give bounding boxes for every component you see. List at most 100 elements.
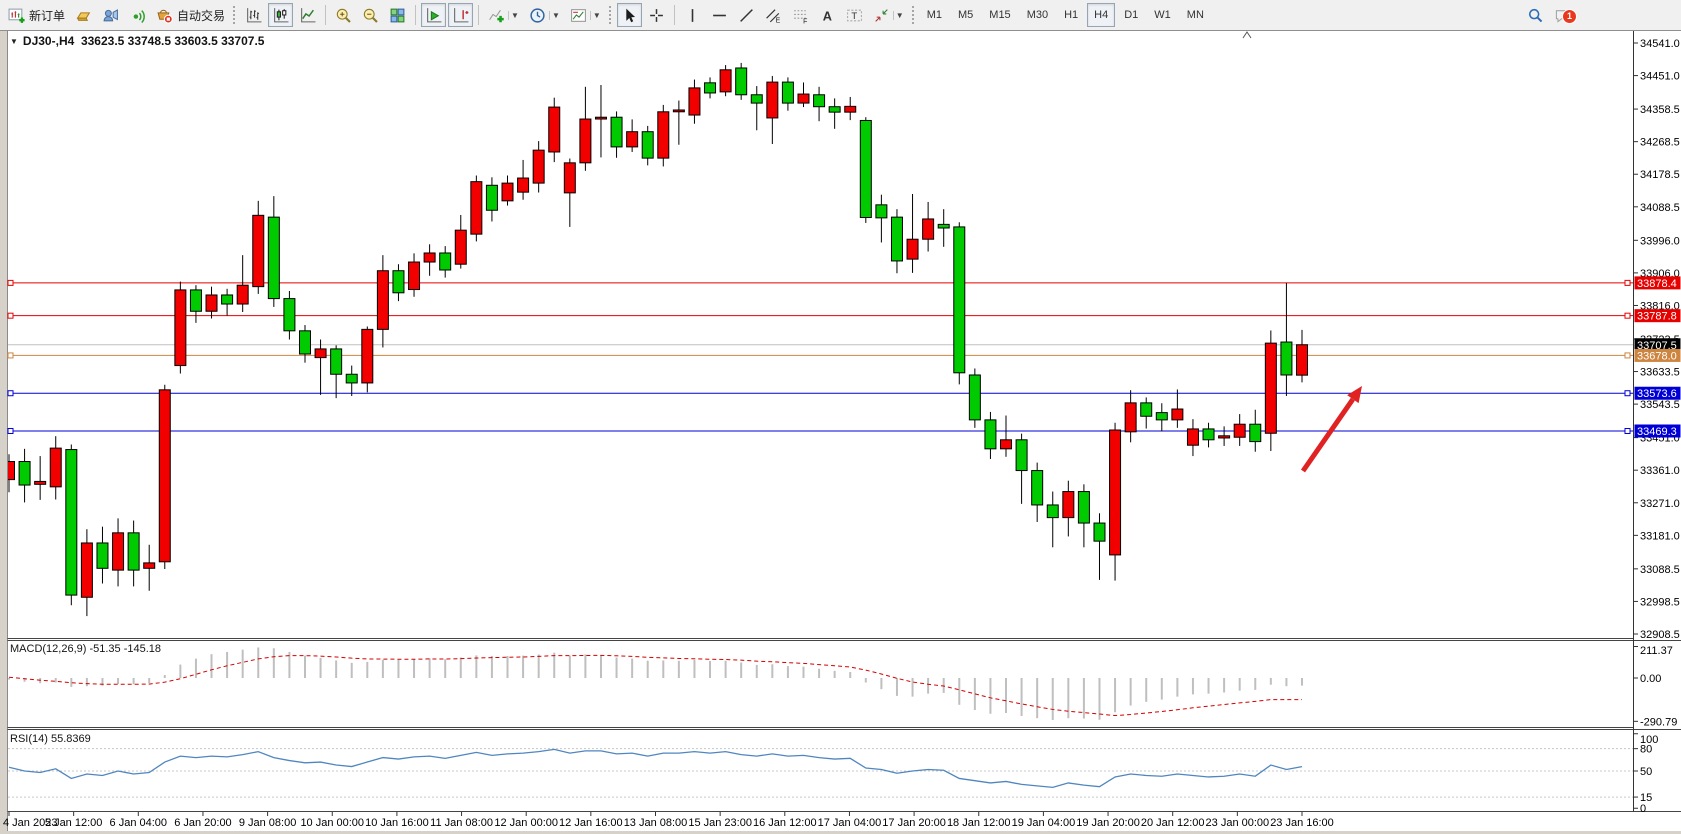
tf-m30-button[interactable]: M30: [1020, 3, 1055, 27]
svg-text:33573.6: 33573.6: [1637, 388, 1677, 400]
data-window-button[interactable]: [98, 3, 123, 27]
label-icon: T: [846, 9, 862, 22]
market-watch-button[interactable]: [71, 3, 96, 27]
arrows-button[interactable]: ▼: [869, 3, 908, 27]
tf-w1-button[interactable]: W1: [1147, 3, 1178, 27]
svg-text:33678.0: 33678.0: [1637, 350, 1677, 362]
svg-text:34358.5: 34358.5: [1640, 104, 1680, 116]
indicators-button[interactable]: ▼: [484, 3, 523, 27]
tf-w1-button-label: W1: [1154, 9, 1171, 21]
hline-33469.3[interactable]: [7, 427, 1633, 434]
tile-windows-button[interactable]: [385, 3, 410, 27]
svg-text:33878.4: 33878.4: [1637, 278, 1677, 290]
chart-ohlc-text: DJ30-,H4 33623.5 33748.5 33603.5 33707.5: [22, 34, 265, 48]
line-anchor-handle[interactable]: [7, 312, 14, 319]
auto-scroll-button[interactable]: [421, 3, 447, 27]
hline-33787.8[interactable]: [7, 312, 1633, 319]
svg-text:13 Jan 08:00: 13 Jan 08:00: [624, 817, 688, 829]
channel-icon: E: [765, 8, 780, 24]
line-chart-button[interactable]: [295, 3, 320, 27]
autotrading-button[interactable]: 自动交易: [152, 3, 229, 27]
periods-button[interactable]: ▼: [525, 3, 564, 27]
chat-button[interactable]: 1: [1550, 4, 1577, 28]
equidistant-channel-button[interactable]: E: [761, 3, 786, 27]
price-axis: 34541.0 34451.0 34358.5 34268.5 34178.5 34088…: [1633, 38, 1681, 815]
chart-window[interactable]: 34541.0 34451.0 34358.5 34268.5 34178.5 34088…: [0, 31, 1681, 834]
tf-h4-button[interactable]: H4: [1087, 3, 1116, 27]
svg-text:34541.0: 34541.0: [1640, 38, 1680, 50]
toolbar-separator: [478, 5, 480, 25]
hline-button[interactable]: [707, 3, 732, 27]
svg-text:34178.5: 34178.5: [1640, 169, 1680, 181]
svg-text:A: A: [823, 8, 832, 23]
main-toolbar: 新订单 自动交易 ▼ ▼ ▼ E F A T ▼ M1 M5 M15 M30 H1 H4 D1 W1 MN 1: [0, 0, 1681, 31]
dropdown-arrow-icon[interactable]: ▼: [892, 10, 904, 20]
templates-icon: [570, 8, 586, 22]
tf-m15-button[interactable]: M15: [982, 3, 1017, 27]
trendline-button[interactable]: [734, 3, 759, 27]
chart-title: ▼ DJ30-,H4 33623.5 33748.5 33603.5 33707.…: [10, 34, 264, 48]
tf-mn-button[interactable]: MN: [1180, 3, 1211, 27]
trendline-icon: [739, 8, 753, 22]
svg-text:33361.0: 33361.0: [1640, 465, 1680, 477]
price-chip-33707.5: 33707.5: [1634, 338, 1681, 352]
scroll-end-marker-icon: [1242, 31, 1252, 39]
svg-text:100: 100: [1640, 734, 1658, 746]
line-anchor-handle[interactable]: [7, 427, 14, 434]
trend-arrow-annotation[interactable]: [1300, 386, 1362, 473]
candles-chart-button[interactable]: [268, 3, 294, 27]
new-order-button[interactable]: 新订单: [4, 3, 69, 27]
templates-button[interactable]: ▼: [566, 3, 605, 27]
svg-text:23 Jan 00:00: 23 Jan 00:00: [1206, 817, 1270, 829]
tf-m1-button[interactable]: M1: [920, 3, 949, 27]
chart-menu-arrow-icon[interactable]: ▼: [10, 37, 18, 46]
line-anchor-handle[interactable]: [1624, 390, 1631, 397]
chart-canvas[interactable]: 34541.0 34451.0 34358.5 34268.5 34178.5 34088…: [0, 31, 1681, 834]
zoom-out-button[interactable]: [358, 3, 383, 27]
chart-shift-button[interactable]: [448, 3, 474, 27]
search-button[interactable]: [1523, 4, 1548, 28]
dropdown-arrow-icon[interactable]: ▼: [589, 10, 601, 20]
line-anchor-handle[interactable]: [1624, 427, 1631, 434]
dropdown-arrow-icon[interactable]: ▼: [548, 10, 560, 20]
price-chip-33573.6: 33573.6: [1634, 386, 1681, 400]
line-anchor-handle[interactable]: [7, 352, 14, 359]
bars-chart-button[interactable]: [241, 3, 266, 27]
toolbar-right-group: 1: [1522, 0, 1577, 31]
macd-signal-line: [8, 654, 1303, 717]
svg-text:211.37: 211.37: [1640, 645, 1673, 657]
vline-button[interactable]: [680, 3, 705, 27]
svg-text:9 Jan 08:00: 9 Jan 08:00: [239, 817, 297, 829]
text-button[interactable]: A: [815, 3, 840, 27]
periods-icon: [530, 7, 545, 23]
cursor-button[interactable]: [616, 3, 642, 27]
tf-d1-button[interactable]: D1: [1117, 3, 1145, 27]
text-label-button[interactable]: T: [842, 3, 867, 27]
tf-h1-button[interactable]: H1: [1057, 3, 1085, 27]
signals-button[interactable]: [125, 3, 150, 27]
svg-text:33469.3: 33469.3: [1637, 426, 1677, 438]
hline-33678.0[interactable]: [7, 352, 1633, 359]
candles-icon: [274, 7, 289, 22]
candlesticks: [8, 62, 1308, 617]
line-anchor-handle[interactable]: [1624, 279, 1631, 286]
zoom-out-icon: [363, 8, 378, 23]
line-anchor-handle[interactable]: [1624, 312, 1631, 319]
svg-text:T: T: [851, 11, 857, 22]
autotrading-icon: [157, 9, 173, 24]
fibonacci-button[interactable]: F: [788, 3, 813, 27]
dropdown-arrow-icon[interactable]: ▼: [508, 10, 519, 20]
svg-text:17 Jan 04:00: 17 Jan 04:00: [818, 817, 882, 829]
svg-text:33633.5: 33633.5: [1640, 367, 1680, 379]
zoom-in-button[interactable]: [331, 3, 356, 27]
line-anchor-handle[interactable]: [1624, 352, 1631, 359]
hline-33573.6[interactable]: [7, 390, 1633, 397]
svg-text:80: 80: [1640, 744, 1652, 756]
fibonacci-icon: F: [793, 9, 807, 24]
svg-text:33271.0: 33271.0: [1640, 498, 1680, 510]
line-anchor-handle[interactable]: [7, 279, 14, 286]
new-order-button-label: 新订单: [29, 8, 66, 23]
line-anchor-handle[interactable]: [7, 390, 14, 397]
crosshair-button[interactable]: [644, 3, 669, 27]
tf-m5-button[interactable]: M5: [951, 3, 980, 27]
